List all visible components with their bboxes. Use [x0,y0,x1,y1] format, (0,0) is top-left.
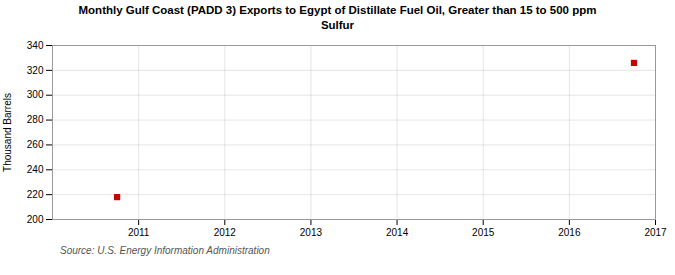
svg-text:200: 200 [27,214,44,225]
svg-text:2012: 2012 [214,226,237,237]
svg-text:Thousand Barrels: Thousand Barrels [2,93,13,172]
html-text:Monthly Gulf Coast (PADD 3) Ex: Monthly Gulf Coast (PADD 3) Exports to E… [78,4,597,31]
svg-text:2015: 2015 [472,226,495,237]
svg-text:2011: 2011 [128,226,150,237]
svg-text:2014: 2014 [386,226,409,237]
svg-text:2017: 2017 [644,226,667,237]
svg-text:320: 320 [27,64,44,75]
svg-text:280: 280 [27,114,44,125]
html-text:Source: U.S. Energy Informatio: Source: U.S. Energy Information Administ… [60,244,270,256]
svg-text:300: 300 [27,89,44,100]
svg-text:2016: 2016 [558,226,581,237]
svg-text:260: 260 [27,139,44,150]
svg-text:240: 240 [27,164,44,175]
svg-text:2013: 2013 [300,226,323,237]
svg-text:340: 340 [27,40,44,51]
svg-text:220: 220 [27,189,44,200]
